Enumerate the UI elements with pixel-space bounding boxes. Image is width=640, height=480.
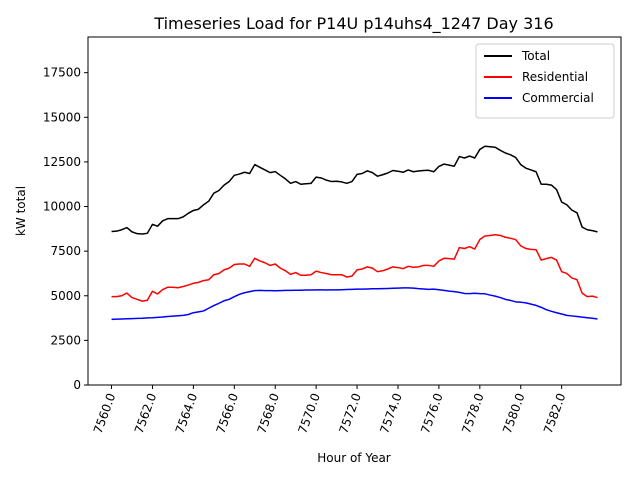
chart: Timeseries Load for P14U p14uhs4_1247 Da…	[0, 0, 640, 480]
y-tick-label: 0	[73, 378, 81, 392]
y-tick-label: 2500	[50, 333, 81, 347]
y-tick-label: 7500	[50, 244, 81, 258]
legend: Total Residential Commercial	[476, 44, 614, 118]
y-tick-label: 12500	[43, 155, 81, 169]
legend-label-residential: Residential	[522, 70, 588, 84]
y-axis-label: kW total	[14, 186, 28, 236]
legend-label-commercial: Commercial	[522, 91, 594, 105]
y-tick-label: 15000	[43, 110, 81, 124]
y-tick-label: 10000	[43, 200, 81, 214]
y-tick-label: 17500	[43, 66, 81, 80]
x-axis-label: Hour of Year	[317, 451, 391, 465]
legend-label-total: Total	[521, 49, 550, 63]
y-tick-label: 5000	[50, 289, 81, 303]
chart-title: Timeseries Load for P14U p14uhs4_1247 Da…	[153, 14, 553, 34]
